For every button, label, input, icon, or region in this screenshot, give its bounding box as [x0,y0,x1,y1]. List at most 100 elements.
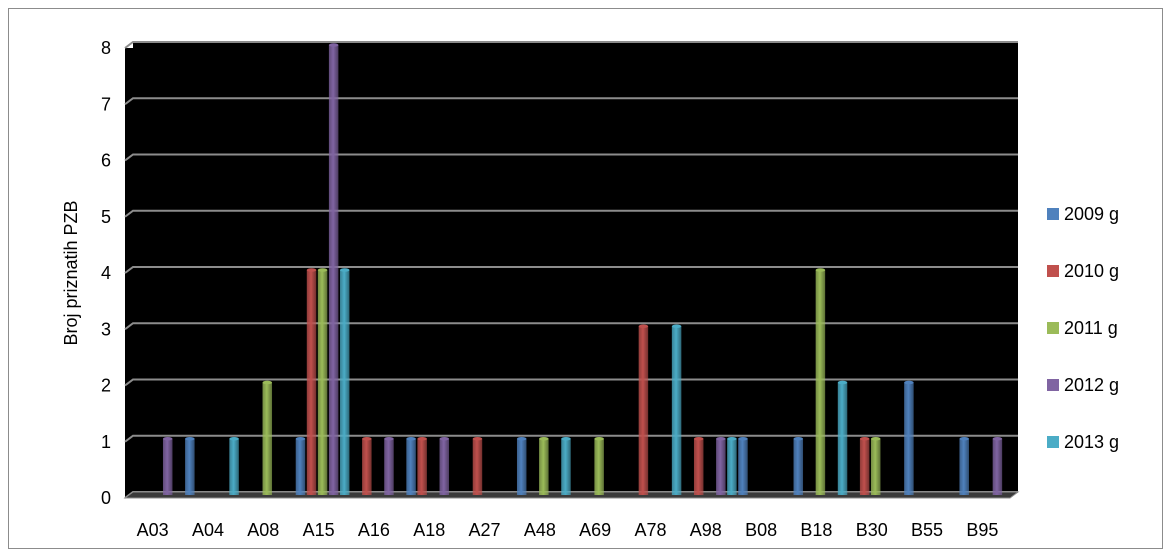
legend-swatch [1047,436,1059,448]
gridline [124,434,1018,443]
x-tick-label: A08 [247,520,279,540]
legend-label: 2011 g [1064,318,1118,338]
bar [992,438,1003,495]
bar [362,438,372,495]
bar-top [339,268,350,272]
y-axis: 0 1 2 3 4 5 6 7 8 [101,38,111,508]
bar [328,45,339,495]
legend-swatch [1047,265,1059,277]
bar-top [793,436,804,441]
bar [295,438,306,495]
bar-top [738,436,748,441]
bar-top [306,268,317,272]
x-tick-label: A98 [690,520,722,540]
bar-top [716,436,726,441]
bar-top [594,436,604,441]
bar [738,438,748,495]
bar-top [727,436,737,441]
bar-top [229,436,239,441]
bar-top [185,436,195,441]
bar [693,438,704,495]
bar [859,438,870,495]
bar-top [439,436,450,441]
gridline [124,97,1018,106]
x-tick-label: A27 [469,520,501,540]
legend-swatch [1047,322,1059,334]
plot-floor [123,491,1020,499]
gridline [124,153,1018,162]
plot-wall [125,48,1010,498]
x-tick-label: B18 [800,520,832,540]
y-tick-label: 2 [101,376,111,396]
gridline [124,322,1018,331]
x-tick-label: B55 [911,520,943,540]
bar-top [561,436,571,441]
bar [516,438,527,495]
x-tick-label: B95 [966,520,998,540]
bar-top [417,436,427,441]
bar [671,326,682,495]
bar-top [959,436,969,441]
bar [793,438,804,495]
x-tick-label: A69 [579,520,611,540]
bar-top [406,436,416,441]
legend-label: 2013 g [1064,432,1119,452]
y-tick-label: 5 [101,207,111,227]
gridline [124,266,1018,274]
y-tick-label: 6 [101,151,111,171]
gridline [124,378,1018,387]
x-tick-label: A04 [192,520,224,540]
y-tick-label: 1 [101,432,111,452]
bar [162,438,173,495]
bar [339,270,350,495]
bar-top [870,436,881,441]
y-tick-label: 3 [101,319,111,339]
bar [317,270,328,495]
x-tick-label: B30 [856,520,888,540]
bar-top [671,324,682,329]
bar-top [539,436,549,441]
legend-label: 2009 g [1064,204,1119,224]
bar-top [384,436,394,441]
bar-top [693,436,704,441]
bar-top [295,436,306,441]
bar-top [904,380,914,385]
bar [716,438,726,495]
legend-label: 2012 g [1064,375,1119,395]
x-tick-label: A15 [303,520,335,540]
gridline [124,209,1018,218]
bar [561,438,571,495]
bar [904,382,914,495]
bar [384,438,394,495]
y-tick-label: 8 [101,38,111,58]
bar [594,438,604,495]
bar [870,438,881,495]
bar-top [859,436,870,441]
bar [815,270,826,495]
bar [837,382,848,495]
bar [638,326,649,495]
bar [185,438,195,495]
y-axis-title: Broj priznatih PZB [61,200,81,345]
bar-top [328,43,339,47]
bar [439,438,450,495]
x-tick-label: A03 [137,520,169,540]
legend-swatch [1047,208,1059,220]
bar-top [472,436,483,441]
x-tick-label: A48 [524,520,556,540]
bar-top [262,380,273,385]
bar [472,438,483,495]
bar [539,438,549,495]
bar-top [516,436,527,441]
x-axis: A03 A04 A08 A15 A16 A18 A27 A48 A69 A78 A98 B08 B18 B… [137,520,999,540]
bar [306,270,317,495]
bar-top [837,380,848,385]
y-tick-label: 4 [101,263,111,283]
bar-top [317,268,328,272]
bar [959,438,969,495]
bar [406,438,416,495]
bar-top [362,436,372,441]
y-tick-label: 0 [101,488,111,508]
bar [417,438,427,495]
